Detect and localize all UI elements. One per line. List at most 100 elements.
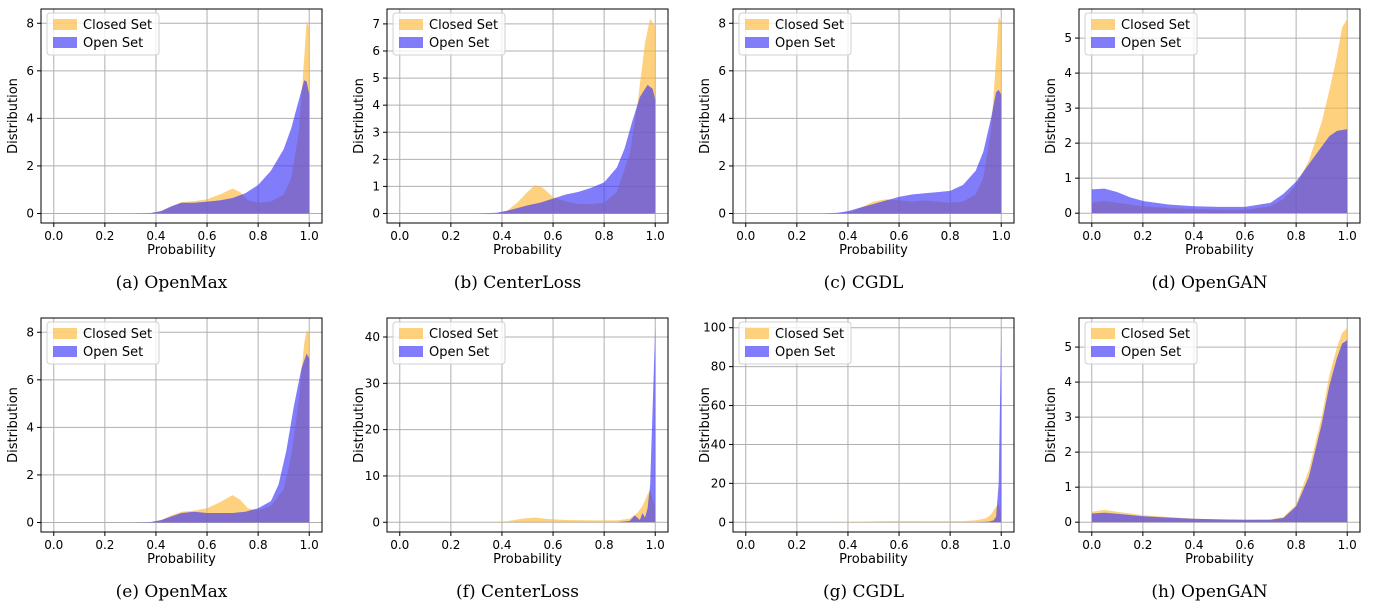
x-tick-label: 1.0 [1338,229,1357,243]
x-tick-label: 0.4 [492,229,511,243]
y-tick-label: 8 [718,16,726,30]
y-tick-label: 6 [26,64,34,78]
y-tick-label: 8 [26,16,34,30]
legend-label: Open Set [83,36,143,51]
y-axis-label: Distribution [1044,78,1059,154]
chart-caption: (h) OpenGAN [1151,582,1268,602]
legend: Closed Set Open Set [392,12,506,56]
area-open-set [1091,129,1348,214]
plot-frame [386,8,669,224]
x-axis-label: Probability [1185,243,1254,258]
x-axis-label: Probability [493,243,562,258]
y-tick-label: 4 [1064,66,1072,80]
x-axis-label: Probability [493,552,562,567]
x-tick-label: 0.2 [95,229,114,243]
legend: Closed Set Open Set [738,321,852,365]
x-tick-label: 0.8 [941,538,960,552]
y-tick-label: 0 [718,515,726,529]
y-tick-label: 20 [711,476,726,490]
x-axis-label: Probability [147,552,216,567]
legend-label: Closed Set [429,18,498,33]
y-tick-label: 5 [1064,340,1072,354]
legend-swatch [399,19,423,30]
x-tick-label: 0.6 [197,538,216,552]
y-tick-label: 4 [26,111,34,125]
y-axis-label: Distribution [698,78,713,154]
y-tick-label: 3 [1064,410,1072,424]
legend-swatch [1091,328,1115,339]
legend-swatch [745,346,769,357]
x-tick-label: 0.2 [95,538,114,552]
y-tick-label: 3 [1064,101,1072,115]
y-tick-label: 2 [372,152,380,166]
chart-panel: 0.0 0.2 0.4 0.6 0.8 1.0 0 2 4 6 8 Probability Distri… [692,0,1035,301]
x-tick-label: 0.4 [146,538,165,552]
legend-swatch [1091,19,1115,30]
chart-caption: (e) OpenMax [115,582,228,602]
legend-label: Open Set [83,345,143,360]
y-tick-label: 2 [26,468,34,482]
legend-swatch [53,37,77,48]
legend-swatch [399,328,423,339]
y-tick-label: 4 [372,98,380,112]
plot-frame [40,8,323,224]
chart-caption: (d) OpenGAN [1151,273,1268,293]
y-tick-label: 20 [365,423,380,437]
x-tick-label: 0.4 [492,538,511,552]
legend-label: Open Set [429,36,489,51]
x-tick-label: 0.4 [838,538,857,552]
legend-label: Closed Set [775,327,844,342]
plot-frame [386,317,669,533]
y-tick-label: 0 [372,515,380,529]
y-tick-label: 3 [372,125,380,139]
x-tick-label: 0.0 [1082,229,1101,243]
y-axis-label: Distribution [6,78,21,154]
legend: Closed Set Open Set [1084,321,1198,365]
legend-swatch [1091,346,1115,357]
legend-swatch [745,19,769,30]
chart-panel: 0.0 0.2 0.4 0.6 0.8 1.0 0 1 2 3 4 5 6 7 Probability Dis… [346,0,689,301]
area-closed-set [745,504,1002,523]
x-tick-label: 0.0 [1082,538,1101,552]
x-axis-label: Probability [147,243,216,258]
x-tick-label: 0.0 [390,229,409,243]
legend-label: Closed Set [83,327,152,342]
plot-frame [40,317,323,533]
y-tick-label: 4 [1064,375,1072,389]
legend-label: Open Set [775,345,835,360]
legend-label: Closed Set [775,18,844,33]
y-axis-label: Distribution [698,387,713,463]
legend-swatch [53,328,77,339]
chart-panel: 0.0 0.2 0.4 0.6 0.8 1.0 0 1 2 3 4 5 Probability Distr… [1038,0,1374,301]
y-tick-label: 2 [718,159,726,173]
y-tick-label: 7 [372,17,380,31]
area-open-set [745,89,1002,214]
chart-svg: 0.0 0.2 0.4 0.6 0.8 1.0 0 1 2 3 4 5 6 7 Probability Dis… [352,8,669,258]
chart-caption: (c) CGDL [823,273,904,293]
legend-label: Closed Set [1121,18,1190,33]
x-tick-label: 0.0 [44,538,63,552]
x-tick-label: 0.0 [736,229,755,243]
x-tick-label: 0.6 [889,229,908,243]
legend: Closed Set Open Set [392,321,506,365]
x-tick-label: 0.2 [441,229,460,243]
x-tick-label: 1.0 [992,538,1011,552]
legend-swatch [745,328,769,339]
y-tick-label: 8 [26,325,34,339]
y-tick-label: 5 [1064,31,1072,45]
y-axis-label: Distribution [6,387,21,463]
y-tick-label: 6 [26,373,34,387]
x-tick-label: 0.2 [441,538,460,552]
x-tick-label: 0.4 [1184,538,1203,552]
x-tick-label: 0.6 [889,538,908,552]
x-tick-label: 1.0 [646,538,665,552]
legend-label: Open Set [775,36,835,51]
legend-label: Closed Set [83,18,152,33]
y-tick-label: 1 [1064,480,1072,494]
area-closed-set [399,489,656,523]
plot-frame [1078,8,1361,224]
y-tick-label: 0 [26,206,34,220]
y-tick-label: 1 [1064,171,1072,185]
x-tick-label: 0.4 [146,229,165,243]
